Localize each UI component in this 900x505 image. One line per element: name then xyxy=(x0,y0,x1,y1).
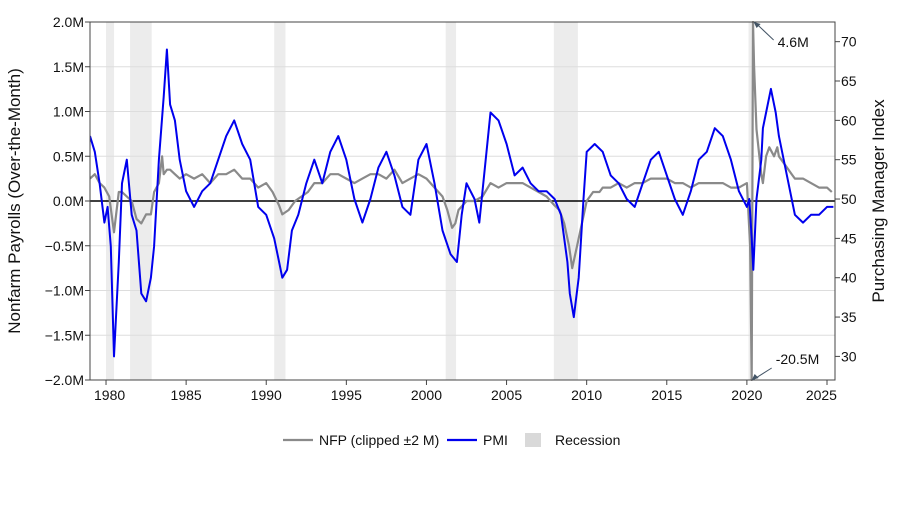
right-tick-label: 40 xyxy=(841,270,857,286)
right-axis-ticks: 30 35 40 45 50 55 60 65 70 xyxy=(835,34,857,364)
right-axis-title: Purchasing Manager Index xyxy=(869,99,888,303)
series-line-pmi xyxy=(90,48,834,358)
annotation-label: -20.5M xyxy=(776,351,820,367)
x-tick-label: 2000 xyxy=(411,387,442,403)
right-tick-label: 50 xyxy=(841,191,857,207)
left-tick-label: −0.5M xyxy=(45,238,84,254)
left-tick-label: −1.0M xyxy=(45,283,84,299)
x-tick-label: 2005 xyxy=(491,387,522,403)
annotations: 4.6M -20.5M xyxy=(751,21,820,381)
x-tick-label: 2025 xyxy=(806,387,837,403)
annotation-label: 4.6M xyxy=(778,34,809,50)
left-axis-ticks: −2.0M −1.5M −1.0M −0.5M 0.0M 0.5M 1.0M 1.5M 2.0M xyxy=(45,14,90,388)
x-tick-label: 1990 xyxy=(251,387,282,403)
left-tick-label: 1.0M xyxy=(53,104,84,120)
legend-label: Recession xyxy=(555,432,620,448)
right-tick-label: 65 xyxy=(841,73,857,89)
legend-label: PMI xyxy=(483,432,508,448)
annotation-arrowhead-1 xyxy=(751,374,759,380)
right-tick-label: 70 xyxy=(841,34,857,50)
left-tick-label: 0.5M xyxy=(53,148,84,164)
left-tick-label: 2.0M xyxy=(53,14,84,30)
legend-label: NFP (clipped ±2 M) xyxy=(319,432,439,448)
right-tick-label: 30 xyxy=(841,348,857,364)
left-tick-label: −2.0M xyxy=(45,372,84,388)
left-tick-label: 0.0M xyxy=(53,193,84,209)
x-tick-label: 2020 xyxy=(731,387,762,403)
right-tick-label: 35 xyxy=(841,309,857,325)
left-tick-label: 1.5M xyxy=(53,59,84,75)
x-axis-ticks: 1980 1985 1990 1995 2000 2005 2010 2015 2020 2025 xyxy=(94,380,837,403)
x-tick-label: 2010 xyxy=(571,387,602,403)
legend: NFP (clipped ±2 M) PMI Recession xyxy=(283,432,620,448)
series-line-nfp xyxy=(90,21,833,381)
x-tick-label: 1980 xyxy=(94,387,125,403)
x-tick-label: 2015 xyxy=(651,387,682,403)
left-tick-label: −1.5M xyxy=(45,327,84,343)
x-tick-label: 1985 xyxy=(171,387,202,403)
right-tick-label: 60 xyxy=(841,112,857,128)
right-tick-label: 45 xyxy=(841,230,857,246)
x-tick-label: 1995 xyxy=(331,387,362,403)
series-lines xyxy=(90,21,834,381)
annotation-arrowhead-0 xyxy=(753,22,761,28)
left-axis-title: Nonfarm Payrolls (Over-the-Month) xyxy=(5,68,24,333)
right-tick-label: 55 xyxy=(841,152,857,168)
legend-swatch-2 xyxy=(525,433,541,447)
